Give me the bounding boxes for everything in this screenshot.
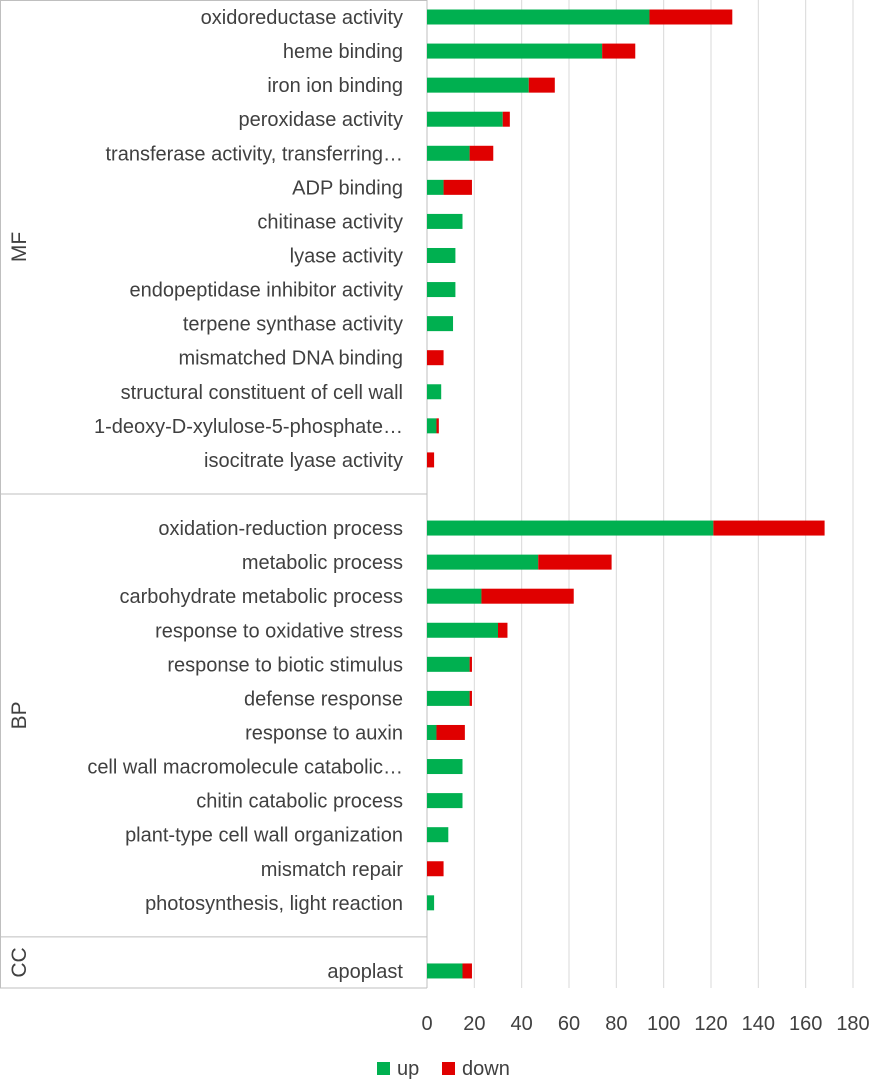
bar-up <box>427 793 463 809</box>
category-label: lyase activity <box>290 245 403 267</box>
category-label: heme binding <box>283 41 403 63</box>
category-label: metabolic process <box>242 552 403 574</box>
bar-down <box>436 418 439 434</box>
bar-down <box>649 9 733 25</box>
bar-up <box>427 247 456 263</box>
category-label: 1-deoxy-D-xylulose-5-phosphate… <box>94 416 403 438</box>
bar-down <box>502 111 510 127</box>
bar-up <box>427 384 442 400</box>
bar-down <box>538 554 612 570</box>
bar-down <box>427 350 444 366</box>
bar-down <box>427 452 435 468</box>
category-label: structural constituent of cell wall <box>121 382 403 404</box>
x-tick-label: 160 <box>789 1013 822 1035</box>
bar-down <box>469 656 472 672</box>
category-label: apoplast <box>327 961 403 983</box>
x-tick-label: 80 <box>605 1013 627 1035</box>
category-label: plant-type cell wall organization <box>125 825 403 847</box>
bar-up <box>427 418 437 434</box>
legend-label-up: up <box>397 1058 419 1080</box>
legend-swatch-down <box>442 1062 455 1075</box>
x-tick-label: 180 <box>836 1013 869 1035</box>
bar-up <box>427 282 456 298</box>
category-label: response to biotic stimulus <box>167 654 403 676</box>
bar-down <box>469 145 494 161</box>
legend-swatch-up <box>377 1062 390 1075</box>
bar-down <box>443 179 472 195</box>
x-tick-label: 120 <box>694 1013 727 1035</box>
bar-up <box>427 111 503 127</box>
bar-up <box>427 588 482 604</box>
bar-down <box>481 588 574 604</box>
bar-up <box>427 963 463 979</box>
group-label: MF <box>8 232 31 262</box>
category-label: peroxidase activity <box>238 109 403 131</box>
legend: up down <box>377 1058 510 1080</box>
bar-up <box>427 554 539 570</box>
bar-up <box>427 77 529 93</box>
bar-up <box>427 827 449 843</box>
bar-up <box>427 656 470 672</box>
category-axis-frame <box>0 0 428 989</box>
bar-down <box>427 861 444 877</box>
category-label: isocitrate lyase activity <box>204 450 403 472</box>
bar-up <box>427 759 463 775</box>
category-label: chitinase activity <box>257 211 403 233</box>
category-label: ADP binding <box>292 177 403 199</box>
group-label: BP <box>8 701 31 729</box>
bar-up <box>427 43 603 59</box>
category-label: defense response <box>244 688 403 710</box>
x-tick-label: 100 <box>647 1013 680 1035</box>
bar-down <box>602 43 636 59</box>
bar-up <box>427 213 463 229</box>
x-tick-label: 140 <box>742 1013 775 1035</box>
bar-down <box>469 690 472 706</box>
category-label: cell wall macromolecule catabolic… <box>87 757 403 779</box>
category-label: mismatch repair <box>261 859 404 881</box>
bar-down <box>713 520 825 536</box>
category-label: terpene synthase activity <box>183 314 403 336</box>
bar-up <box>427 895 435 911</box>
category-label: photosynthesis, light reaction <box>145 893 403 915</box>
category-label: transferase activity, transferring… <box>105 143 403 165</box>
bar-up <box>427 9 650 25</box>
x-tick-label: 40 <box>511 1013 533 1035</box>
bar-down <box>462 963 472 979</box>
bar-up <box>427 520 714 536</box>
legend-label-down: down <box>462 1058 510 1080</box>
category-label: response to auxin <box>245 722 403 744</box>
category-label: iron ion binding <box>267 75 403 97</box>
x-tick-label: 0 <box>421 1013 432 1035</box>
category-label: carbohydrate metabolic process <box>120 586 403 608</box>
group-label: CC <box>8 947 31 977</box>
x-tick-label: 60 <box>558 1013 580 1035</box>
x-tick-label: 20 <box>463 1013 485 1035</box>
category-label: oxidation-reduction process <box>158 518 403 540</box>
bar-down <box>498 622 508 638</box>
category-labels: oxidoreductase activity heme binding iron … <box>87 7 403 983</box>
bar-up <box>427 690 470 706</box>
category-label: mismatched DNA binding <box>178 348 403 370</box>
bar-up <box>427 145 470 161</box>
bars <box>427 9 825 979</box>
category-label: oxidoreductase activity <box>201 7 403 29</box>
bar-up <box>427 724 437 740</box>
group-labels: MF BP CC <box>8 232 31 978</box>
bar-up <box>427 179 444 195</box>
bar-down <box>528 77 555 93</box>
gridlines <box>426 0 854 988</box>
x-axis-tick-labels: 0 20 40 60 80 100 120 140 160 180 <box>421 1013 869 1035</box>
bar-down <box>436 724 465 740</box>
bar-up <box>427 622 498 638</box>
category-label: chitin catabolic process <box>196 791 403 813</box>
category-label: endopeptidase inhibitor activity <box>129 280 403 302</box>
bar-up <box>427 316 454 332</box>
category-label: response to oxidative stress <box>155 620 403 642</box>
